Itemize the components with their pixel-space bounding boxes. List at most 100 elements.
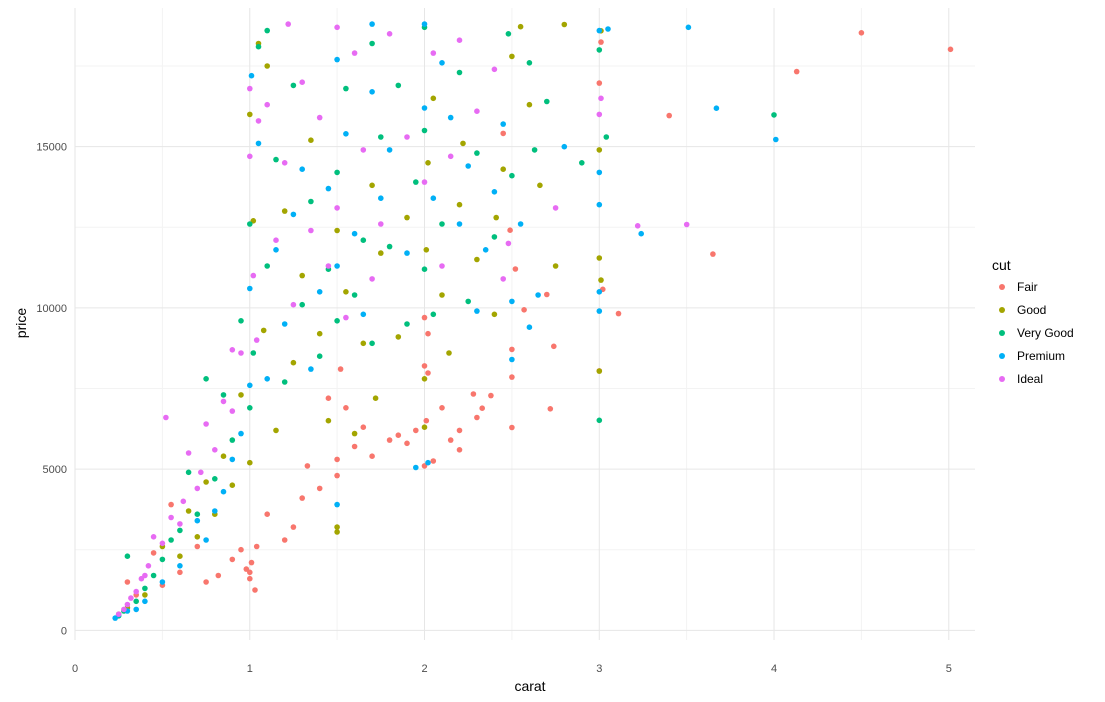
point-very-good [491, 234, 498, 240]
point-ideal [247, 153, 253, 160]
point-ideal [281, 160, 288, 166]
point-good [177, 553, 183, 559]
point-ideal [456, 37, 463, 43]
point-premium [133, 606, 139, 613]
point-ideal [264, 101, 271, 108]
legend-key-premium [999, 353, 1005, 359]
x-axis-ticks: 0 1 2 3 4 5 [72, 663, 952, 675]
point-fair [793, 68, 800, 75]
point-good [360, 340, 367, 347]
point-premium [404, 250, 410, 256]
point-fair [203, 579, 209, 585]
point-very-good [430, 311, 437, 318]
point-premium [713, 105, 720, 111]
point-good [372, 395, 379, 402]
legend-label-fair: Fair [1017, 280, 1038, 294]
point-good [596, 368, 603, 374]
point-ideal [430, 50, 437, 56]
point-very-good [255, 43, 262, 50]
point-fair [215, 572, 222, 579]
point-fair [343, 405, 349, 411]
point-good [500, 166, 507, 172]
point-ideal [474, 108, 480, 114]
point-ideal [351, 50, 358, 56]
point-ideal [253, 337, 260, 343]
point-fair [470, 391, 477, 397]
point-good [378, 250, 384, 256]
point-good [369, 182, 375, 189]
point-ideal [203, 421, 209, 427]
point-good [460, 140, 466, 147]
point-ideal [255, 118, 262, 124]
point-fair [500, 130, 507, 137]
point-premium [421, 21, 428, 27]
y-tick-label: 10000 [36, 303, 67, 315]
point-premium [456, 221, 463, 227]
point-ideal [212, 447, 218, 453]
point-very-good [413, 179, 419, 185]
point-good [421, 376, 428, 382]
point-very-good [299, 301, 306, 308]
point-premium [773, 136, 779, 143]
point-very-good [229, 437, 236, 443]
point-fair [325, 395, 332, 402]
point-very-good [250, 350, 257, 356]
point-ideal [316, 114, 323, 121]
point-premium [343, 131, 349, 137]
point-very-good [142, 585, 148, 592]
point-premium [290, 211, 297, 218]
point-premium [378, 195, 384, 201]
point-very-good [465, 298, 472, 305]
point-good [404, 214, 410, 221]
legend-label-premium: Premium [1017, 349, 1065, 363]
point-fair [425, 370, 431, 376]
point-very-good [456, 69, 463, 76]
point-premium [561, 143, 568, 150]
point-premium [386, 147, 393, 153]
point-fair [509, 374, 515, 380]
point-good [334, 529, 340, 535]
point-very-good [316, 353, 323, 360]
point-very-good [421, 266, 428, 273]
point-premium [526, 324, 533, 331]
point-fair [456, 427, 463, 434]
point-very-good [308, 198, 314, 205]
point-ideal [360, 147, 367, 153]
point-fair [369, 453, 375, 460]
point-fair [264, 511, 271, 517]
point-premium [351, 230, 358, 237]
point-premium [142, 598, 148, 605]
point-premium [596, 201, 603, 208]
point-very-good [264, 263, 271, 269]
point-ideal [343, 314, 349, 321]
point-ideal [168, 514, 174, 521]
point-premium [421, 105, 428, 111]
point-fair [425, 330, 431, 337]
point-ideal [238, 350, 244, 356]
point-good [203, 479, 209, 485]
point-very-good [544, 98, 550, 105]
point-premium [325, 185, 332, 192]
point-very-good [168, 537, 174, 543]
point-very-good [334, 169, 340, 176]
point-ideal [180, 498, 187, 505]
point-fair [413, 427, 419, 434]
point-ideal [273, 237, 279, 243]
point-very-good [133, 598, 139, 605]
point-fair [521, 307, 527, 313]
point-premium [264, 376, 271, 382]
point-ideal [198, 469, 204, 476]
point-fair [615, 310, 622, 317]
point-ideal [290, 301, 297, 308]
point-very-good [264, 27, 271, 34]
point-premium [509, 298, 515, 305]
point-very-good [531, 147, 538, 153]
point-good [247, 459, 253, 466]
point-fair [395, 432, 402, 439]
legend-key-ideal [999, 376, 1005, 382]
point-ideal [552, 205, 559, 211]
point-good [281, 208, 288, 214]
point-fair [238, 546, 244, 553]
point-very-good [212, 476, 218, 482]
point-very-good [526, 60, 533, 66]
